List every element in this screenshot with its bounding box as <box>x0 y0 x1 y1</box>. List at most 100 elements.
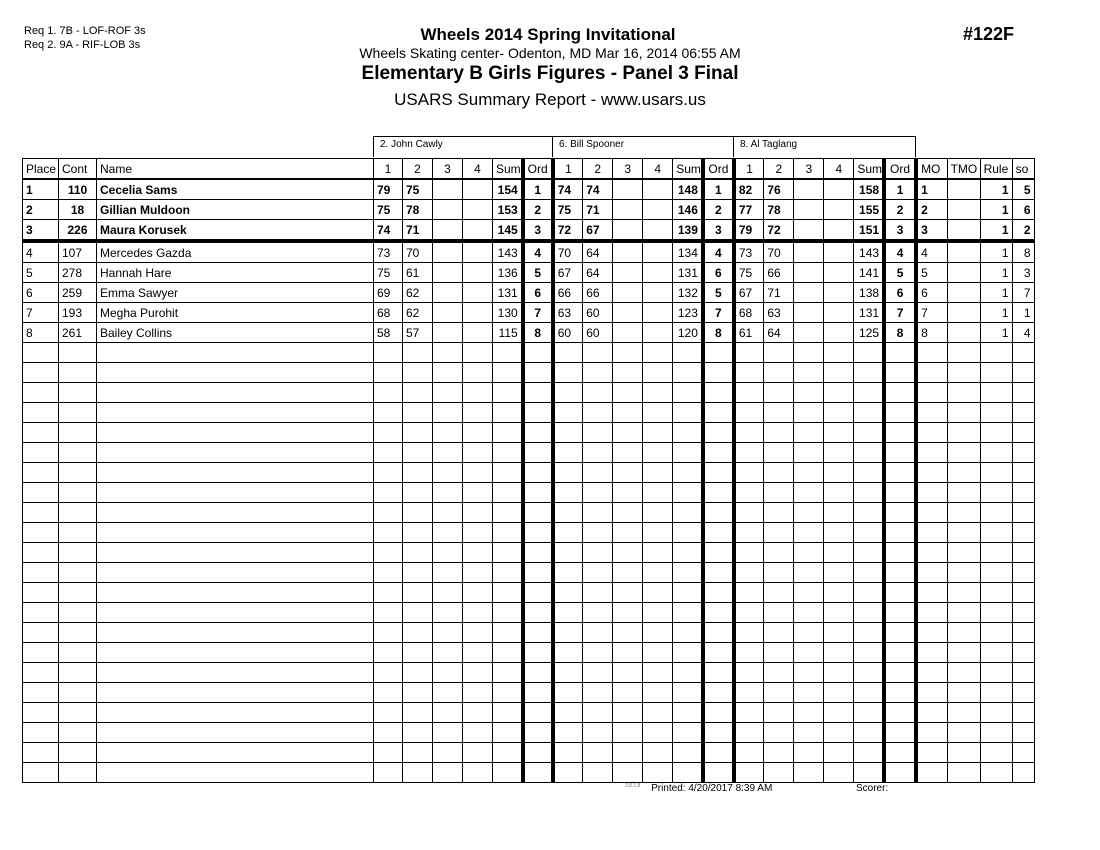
score-cell <box>550 522 584 543</box>
ord-cell: 1 <box>882 178 917 200</box>
score-cell <box>642 542 674 563</box>
score-cell: 72 <box>550 219 584 243</box>
score-cell: 57 <box>402 322 433 343</box>
sum-cell <box>491 482 524 503</box>
score-cell <box>793 722 825 743</box>
ord-cell <box>520 462 554 483</box>
score-cell <box>582 542 614 563</box>
sum-cell <box>491 562 524 583</box>
so-cell <box>1011 682 1035 703</box>
score-cell <box>763 722 795 743</box>
empty-row <box>22 642 1035 663</box>
score-cell <box>731 662 765 683</box>
score-cell <box>462 262 493 283</box>
so-cell: 7 <box>1011 282 1035 303</box>
score-cell: 66 <box>763 262 795 283</box>
ord-cell <box>700 642 735 663</box>
score-cell <box>763 742 795 763</box>
sum-cell: 141 <box>853 262 885 283</box>
score-cell: 60 <box>582 322 614 343</box>
score-cell <box>402 742 433 763</box>
score-cell: 70 <box>550 240 584 263</box>
score-cell <box>462 482 493 503</box>
ord-cell: 7 <box>520 302 554 323</box>
tmo-cell <box>946 240 981 263</box>
score-cell: 78 <box>402 199 433 220</box>
score-cell <box>402 502 433 523</box>
score-cell <box>550 342 584 363</box>
score-cell <box>462 178 493 200</box>
score-cell <box>402 642 433 663</box>
empty-row <box>22 422 1035 443</box>
score-cell <box>550 562 584 583</box>
place-cell <box>22 362 59 383</box>
col-header-sum: Sum <box>491 158 524 180</box>
score-cell: 64 <box>582 262 614 283</box>
score-cell <box>642 562 674 583</box>
score-cell <box>793 382 825 403</box>
score-cell <box>823 722 855 743</box>
sum-cell <box>672 642 704 663</box>
sum-cell: 138 <box>853 282 885 303</box>
tmo-cell <box>946 462 981 483</box>
table-row: 3 226 Maura Korusek 74 71 145 3 72 67 139 3 79 72 151… <box>22 219 1035 243</box>
sum-cell <box>853 582 885 603</box>
ord-cell <box>520 662 554 683</box>
sum-cell <box>672 542 704 563</box>
tmo-cell <box>946 422 981 443</box>
cont-cell <box>58 702 97 723</box>
ord-cell <box>882 382 917 403</box>
rule-cell: 1 <box>979 199 1013 220</box>
score-cell <box>612 642 644 663</box>
ord-cell <box>700 622 735 643</box>
cont-cell <box>58 502 97 523</box>
score-cell: 68 <box>731 302 765 323</box>
rule-cell <box>979 722 1013 743</box>
version: 3.8.1.8 <box>625 783 641 789</box>
score-cell <box>642 240 674 263</box>
score-cell <box>462 682 493 703</box>
sum-cell: 134 <box>672 240 704 263</box>
so-cell <box>1011 382 1035 403</box>
score-cell <box>793 682 825 703</box>
place-cell <box>22 522 59 543</box>
score-cell <box>763 602 795 623</box>
ord-cell <box>520 402 554 423</box>
ord-cell <box>520 602 554 623</box>
rule-cell <box>979 402 1013 423</box>
score-cell <box>582 622 614 643</box>
cont-cell: 259 <box>58 282 97 303</box>
sum-cell <box>672 482 704 503</box>
mo-cell <box>914 482 948 503</box>
name-cell <box>96 642 374 663</box>
score-cell <box>612 199 644 220</box>
score-cell <box>642 702 674 723</box>
score-cell <box>462 402 493 423</box>
score-cell <box>550 362 584 383</box>
col-header-rule: Rule <box>979 158 1013 180</box>
score-cell <box>823 582 855 603</box>
score-cell <box>550 702 584 723</box>
judge-header-1: 2. John Cawly <box>373 136 553 157</box>
name-cell <box>96 762 374 783</box>
score-cell: 62 <box>402 302 433 323</box>
score-cell <box>550 722 584 743</box>
rule-cell <box>979 702 1013 723</box>
empty-row <box>22 442 1035 463</box>
printed-date: Printed: 4/20/2017 8:39 AM <box>651 783 773 794</box>
ord-cell: 2 <box>700 199 735 220</box>
score-cell <box>582 482 614 503</box>
tmo-cell <box>946 702 981 723</box>
ord-cell: 2 <box>882 199 917 220</box>
competition-title: Wheels 2014 Spring Invitational <box>420 25 676 44</box>
mo-cell <box>914 702 948 723</box>
cont-cell <box>58 382 97 403</box>
requirements: Req 1. 7B - LOF-ROF 3s Req 2. 9A - RIF-L… <box>24 24 146 52</box>
sum-cell <box>491 522 524 543</box>
score-cell <box>612 702 644 723</box>
score-cell <box>432 362 463 383</box>
score-cell <box>612 219 644 243</box>
score-cell <box>763 542 795 563</box>
ord-cell: 3 <box>700 219 735 243</box>
score-cell <box>402 662 433 683</box>
